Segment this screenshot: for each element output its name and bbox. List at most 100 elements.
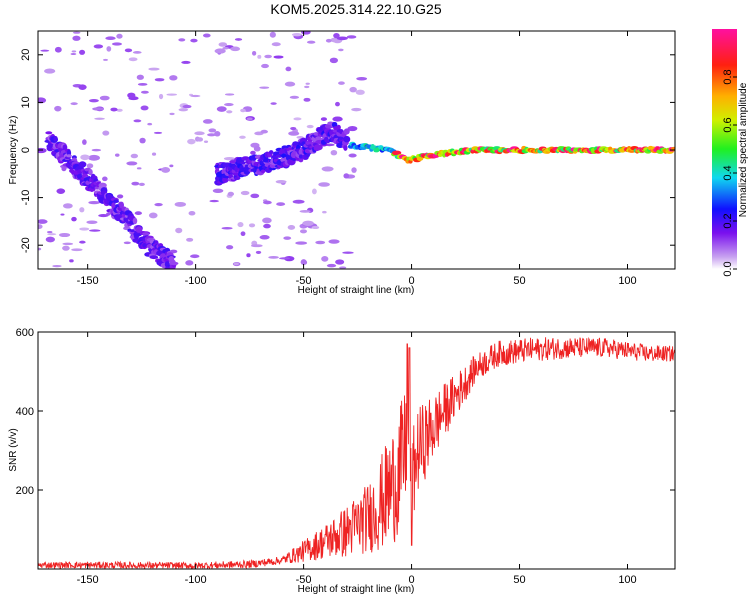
spectrogram-noise-cell [92, 107, 105, 111]
spectrogram-noise-cell [292, 199, 305, 204]
spectrogram-noise-cell [336, 36, 348, 41]
spectrogram-noise-cell [295, 241, 308, 245]
spectrogram-noise-cell [154, 202, 163, 207]
spectrogram-ridge-cell [88, 168, 93, 176]
spectrogram-noise-cell [207, 133, 217, 137]
spectrogram-noise-cell [212, 188, 224, 194]
spectrogram-noise-cell [166, 93, 178, 96]
spectrogram-noise-cell [320, 117, 327, 121]
spectrogram-noise-cell [227, 191, 235, 197]
spectrogram-noise-cell [54, 105, 62, 112]
spectrogram-noise-cell [69, 259, 74, 263]
spectrogram-noise-cell [58, 232, 71, 238]
spectrogram-noise-cell [255, 250, 262, 255]
spectrogram-noise-cell [72, 35, 81, 41]
spectrogram-noise-cell [102, 176, 108, 182]
spectrogram-noise-cell [99, 95, 110, 101]
spectrogram-noise-cell [178, 38, 186, 42]
spectrogram-ridge-cell [142, 243, 147, 248]
spectrogram-noise-cell [293, 117, 302, 121]
spectrogram-x-tick-label: -150 [77, 275, 99, 287]
spectrogram-x-ticks: -150 -100 -50 0 50 100 [77, 31, 637, 287]
spectrogram-noise-cell [148, 212, 158, 219]
snr-x-tick-label: -150 [77, 574, 99, 586]
spectrogram-noise-cell [321, 255, 329, 262]
spectrogram-noise-cell [311, 225, 320, 230]
spectrogram-noise-cell [38, 147, 47, 154]
spectrogram-noise-cell [351, 167, 357, 173]
spectrogram-noise-cell [78, 84, 87, 90]
spectrogram-noise-cell [234, 38, 243, 41]
spectrogram-noise-cell [105, 36, 116, 41]
spectrogram-ridge-cell [240, 161, 246, 165]
spectrogram-noise-cell [202, 33, 211, 38]
spectrogram-noise-cell [330, 149, 338, 156]
spectrogram-noise-cell [131, 181, 140, 186]
spectrogram-noise-cell [271, 42, 281, 47]
spectrogram-x-tick-label: -100 [185, 275, 207, 287]
spectrogram-noise-cell [79, 207, 85, 213]
spectrogram-noise-cell [141, 90, 149, 94]
spectrogram-noise-cell [93, 44, 104, 49]
spectrogram-noise-cell [175, 227, 183, 234]
spectrogram-noise-cell [80, 154, 90, 161]
spectrogram-x-tick-label: 100 [618, 275, 636, 287]
spectrogram-ridge-cell [119, 201, 125, 209]
spectrogram-ridge-cell [314, 144, 323, 151]
snr-y-tick-label: 600 [16, 327, 34, 339]
spectrogram-noise-cell [351, 107, 362, 112]
spectrogram-noise-cell [338, 48, 344, 52]
spectrogram-noise-cell [116, 194, 124, 199]
colorbar-label: Normalized spectral amplitude [738, 82, 749, 217]
spectrogram-noise-cell [153, 131, 163, 134]
page-title: KOM5.2025.314.22.10.G25 [270, 1, 442, 17]
spectrogram-noise-cell [89, 229, 101, 232]
spectrogram-x-tick-label: 0 [409, 275, 415, 287]
snr-y-axis-label: SNR (v/v) [8, 428, 19, 471]
spectrogram-noise-cell [346, 35, 357, 39]
snr-y-tick-label: 400 [16, 406, 34, 418]
spectrogram-noise-cell [110, 107, 118, 112]
spectrogram-noise-cell [332, 116, 343, 122]
spectrogram-ridge-cell [149, 255, 159, 260]
spectrogram-noise-cell [44, 68, 56, 74]
spectrogram-noise-cell [133, 119, 142, 123]
spectrogram-noise-cell [115, 153, 120, 157]
spectrogram-noise-cell [137, 83, 148, 86]
spectrogram-noise-cell [325, 38, 332, 43]
spectrogram-x-tick-label: 50 [513, 275, 525, 287]
spectrogram-noise-cell [88, 200, 100, 205]
spectrogram-noise-cell [88, 154, 100, 161]
spectrogram-noise-cell [248, 223, 256, 228]
spectrogram-noise-cell [136, 74, 144, 80]
spectrogram-noise-cell [71, 248, 83, 252]
spectrogram-noise-cell [148, 67, 160, 71]
spectrogram-noise-cell [106, 212, 111, 216]
spectrogram-ridge-cell [78, 161, 87, 168]
spectrogram-noise-cell [71, 50, 77, 53]
snr-x-ticks: -150 -100 -50 0 50 100 [77, 332, 637, 586]
spectrogram-noise-cell [246, 253, 251, 258]
spectrogram-noise-cell [322, 210, 327, 214]
spectrogram-noise-cell [185, 260, 194, 266]
spectrogram-noise-cell [311, 188, 317, 195]
spectrogram-noise-cell [40, 49, 50, 52]
colorbar-gradient [712, 29, 737, 269]
spectrogram-noise-cell [278, 257, 291, 260]
spectrogram-noise-cell [82, 139, 87, 145]
spectrogram-noise-cell [329, 57, 338, 64]
spectrogram-noise-cell [62, 203, 73, 209]
spectrogram-noise-cell [283, 236, 292, 240]
spectrogram-noise-cell [47, 233, 57, 236]
spectrogram-noise-cell [127, 92, 136, 99]
spectrogram-noise-cell [250, 193, 260, 199]
spectrogram-noise-cell [140, 105, 149, 111]
spectrogram-noise-cell [45, 236, 55, 243]
spectrogram-noise-cell [181, 60, 191, 64]
spectrogram-heatmap [38, 31, 675, 269]
spectrogram-y-ticks: -20 -10 0 10 20 [20, 49, 675, 253]
spectrogram-noise-cell [98, 214, 109, 218]
spectrogram-noise-cell [349, 86, 357, 93]
snr-series-line [38, 336, 675, 569]
spectrogram-y-axis-label: Frequency (Hz) [8, 116, 19, 185]
